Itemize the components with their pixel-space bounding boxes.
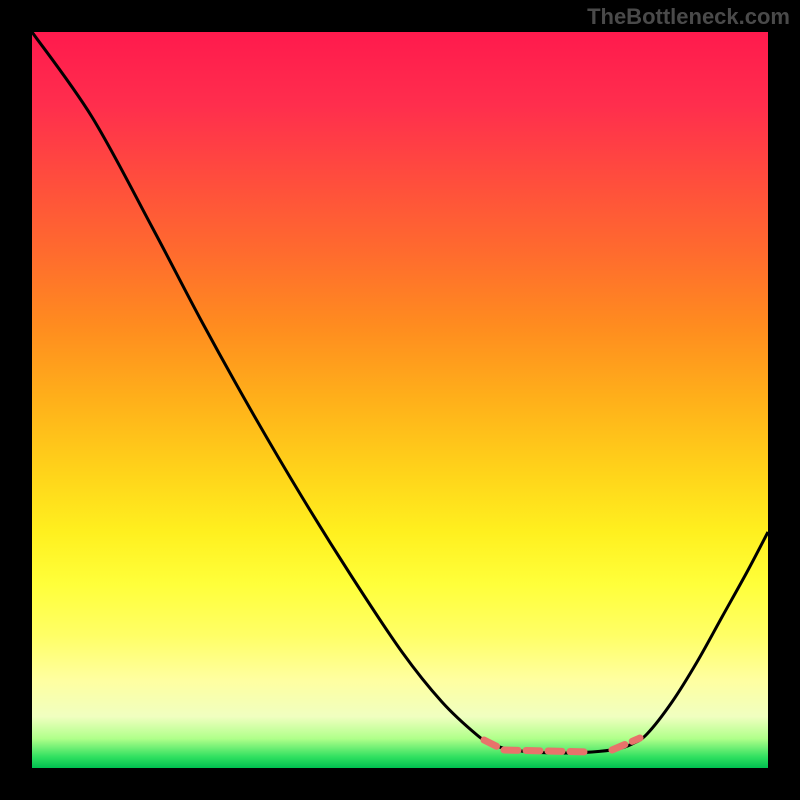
optimal-range-markers	[484, 738, 640, 752]
chart-curve	[32, 32, 768, 768]
bottleneck-curve	[32, 32, 768, 753]
watermark-text: TheBottleneck.com	[587, 4, 790, 30]
chart-plot-area	[32, 32, 768, 768]
